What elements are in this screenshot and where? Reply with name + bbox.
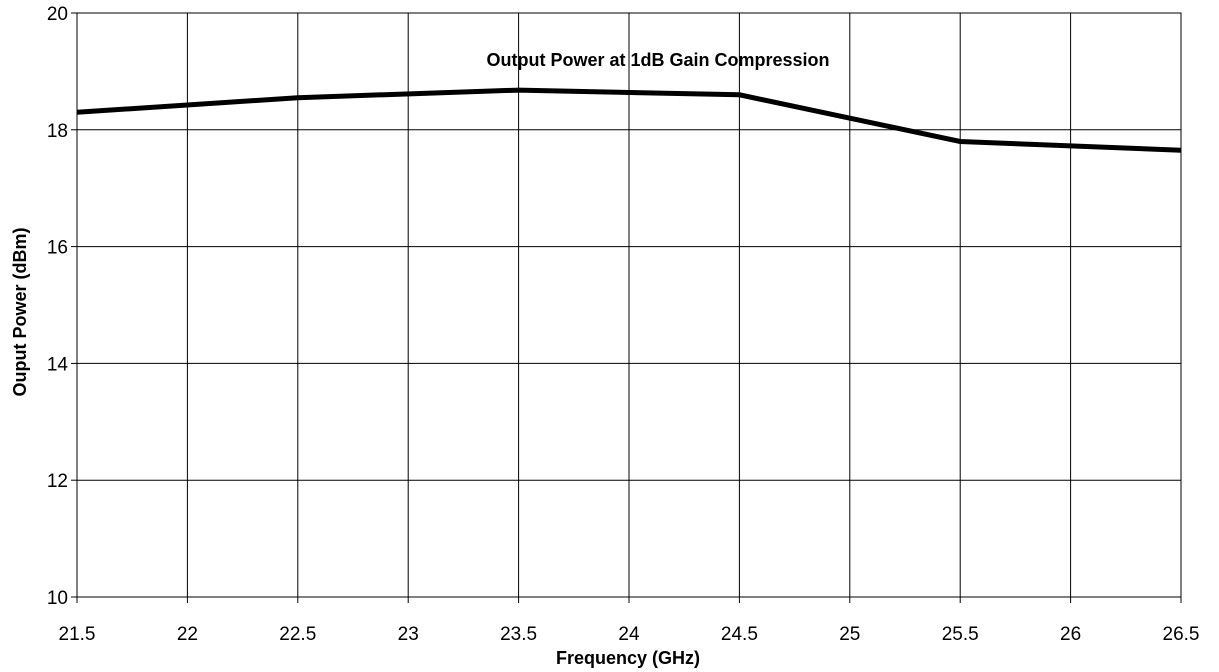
x-tick-label: 23 [398,624,419,645]
x-tick-label: 22 [177,624,198,645]
x-tick-label: 22.5 [279,624,316,645]
y-tick-label: 12 [47,471,68,492]
y-tick-label: 18 [47,121,68,142]
x-tick-label: 21.5 [59,624,96,645]
x-tick-label: 23.5 [500,624,537,645]
y-tick-label: 10 [47,588,68,609]
series-line [76,87,1182,153]
x-tick-label: 25 [839,624,860,645]
series-label: Output Power at 1dB Gain Compression [486,50,829,70]
y-tick-label: 20 [47,4,68,25]
y-axis-title: Ouput Power (dBm) [10,228,30,397]
x-axis-title: Frequency (GHz) [556,648,700,668]
y-tick-label: 16 [47,238,68,259]
y-axis-ticks: 10 12 14 16 18 20 [47,4,77,609]
x-tick-label: 24 [618,624,640,645]
x-tick-label: 26 [1060,624,1081,645]
x-axis-ticks: 21.5 22 22.5 23 23.5 24 24.5 25 25.5 26 26.5 [59,597,1200,645]
x-tick-label: 24.5 [721,624,758,645]
x-tick-label: 25.5 [942,624,979,645]
x-tick-label: 26.5 [1163,624,1200,645]
series-layer [76,87,1182,153]
y-tick-label: 14 [47,354,69,375]
